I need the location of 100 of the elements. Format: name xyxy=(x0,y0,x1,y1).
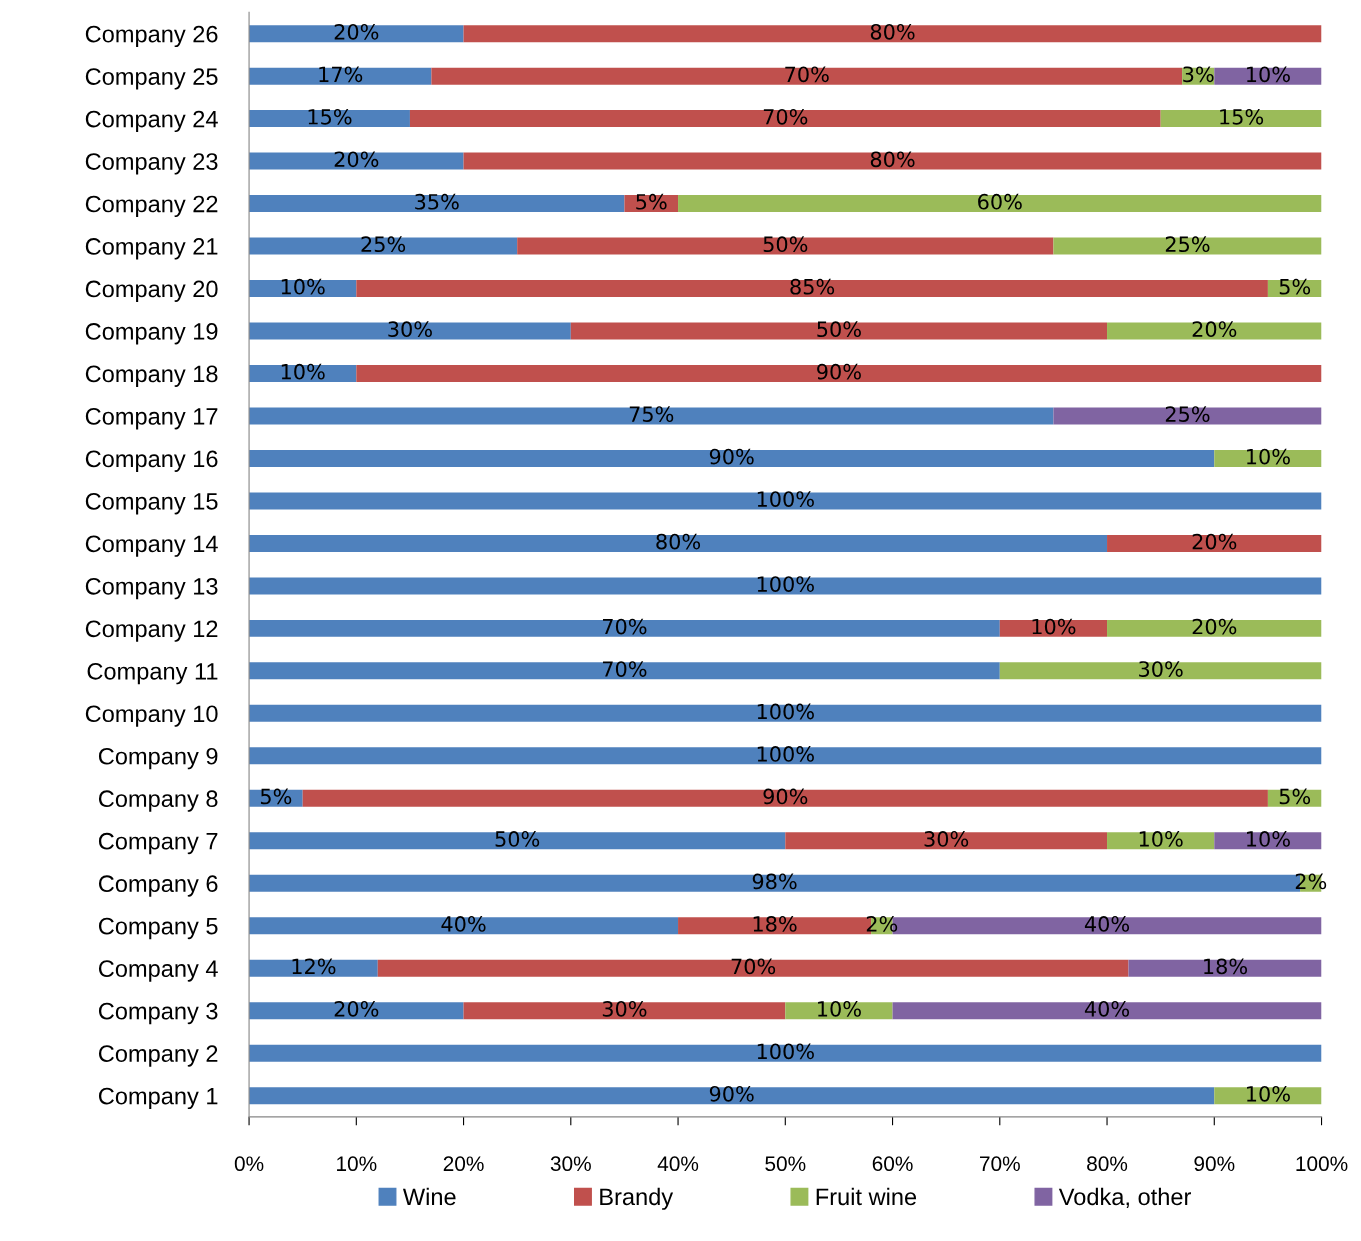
y-tick-label: Company 21 xyxy=(85,238,218,260)
data-label: 90% xyxy=(709,448,754,465)
data-label: 90% xyxy=(709,1085,754,1102)
y-tick-label: Company 23 xyxy=(85,153,218,175)
data-label: 10% xyxy=(818,1000,861,1017)
x-tick-label: 30% xyxy=(550,1156,591,1172)
bar xyxy=(1107,322,1322,340)
y-tick-label: Company 8 xyxy=(98,790,218,812)
data-label: 18% xyxy=(753,916,797,932)
bar xyxy=(249,534,1108,552)
bar xyxy=(356,280,1268,298)
y-tick-label: Company 19 xyxy=(85,323,218,345)
bar xyxy=(249,449,1215,467)
bar xyxy=(1128,959,1322,977)
y-tick-label: Company 9 xyxy=(98,747,218,770)
data-label: 30% xyxy=(602,1000,647,1017)
bar xyxy=(302,789,1268,807)
bar xyxy=(892,1002,1322,1020)
bar xyxy=(377,959,1129,977)
y-tick-label: Company 25 xyxy=(85,68,218,90)
y-tick-label: Company 11 xyxy=(87,662,218,685)
data-label: 20% xyxy=(1192,533,1237,550)
data-label: 10% xyxy=(1247,831,1290,847)
bar xyxy=(249,1002,464,1020)
bar xyxy=(431,67,1183,85)
legend-label: Brandy xyxy=(600,1187,674,1210)
bar xyxy=(249,662,1000,680)
legend-label: Wine xyxy=(402,1187,456,1206)
bar xyxy=(463,152,1322,170)
y-tick-label: Company 17 xyxy=(85,408,218,430)
y-tick-label: Company 4 xyxy=(98,960,218,982)
y-tick-label: Company 18 xyxy=(85,365,218,387)
bar xyxy=(249,322,571,340)
y-tick-label: Company 3 xyxy=(98,1002,218,1025)
x-tick-label: 0% xyxy=(234,1156,264,1172)
bar xyxy=(1160,110,1322,128)
bar xyxy=(999,662,1322,680)
bar xyxy=(570,322,1108,340)
y-tick-label: Company 7 xyxy=(98,832,218,855)
data-label: 10% xyxy=(281,363,325,380)
data-label: 40% xyxy=(1084,1000,1130,1017)
data-label: 30% xyxy=(388,321,432,338)
legend-label: Vodka, other xyxy=(1058,1187,1191,1208)
bar xyxy=(249,704,1322,722)
y-tick-label: Company 13 xyxy=(85,577,218,600)
data-label: 80% xyxy=(870,151,915,168)
bar xyxy=(785,1002,893,1020)
y-tick-label: Company 15 xyxy=(85,493,218,515)
bar xyxy=(463,25,1322,43)
data-label: 90% xyxy=(763,788,808,805)
data-label: 75% xyxy=(629,406,674,423)
bar xyxy=(249,917,679,935)
data-label: 18% xyxy=(1204,958,1248,975)
bar xyxy=(249,195,625,213)
x-tick-label: 90% xyxy=(1194,1156,1235,1172)
y-tick-label: Company 24 xyxy=(85,110,218,133)
bar xyxy=(249,110,410,128)
bar xyxy=(249,619,1000,637)
data-label: 20% xyxy=(1192,618,1237,635)
data-label: 5% xyxy=(1279,788,1311,805)
bar xyxy=(1053,407,1322,425)
data-label: 30% xyxy=(1139,661,1183,677)
bar xyxy=(249,67,432,85)
data-label: 70% xyxy=(731,958,776,975)
y-tick-label: Company 12 xyxy=(85,620,218,642)
data-label: 12% xyxy=(292,958,336,975)
bar xyxy=(249,237,518,255)
data-label: 5% xyxy=(260,788,292,805)
bar xyxy=(1107,619,1322,637)
x-tick-label: 70% xyxy=(980,1156,1020,1172)
bar xyxy=(249,1087,1215,1105)
bar xyxy=(678,195,1322,213)
data-label: 70% xyxy=(602,618,647,635)
data-label: 15% xyxy=(308,108,352,125)
data-label: 25% xyxy=(1165,236,1210,253)
data-label: 100% xyxy=(757,576,814,592)
data-label: 70% xyxy=(763,108,808,125)
data-label: 80% xyxy=(870,23,915,40)
bar xyxy=(249,1044,1322,1062)
bar xyxy=(1214,1087,1322,1105)
data-label: 100% xyxy=(757,1043,814,1060)
bar xyxy=(249,832,786,850)
y-tick-label: Company 14 xyxy=(85,535,218,557)
x-tick-label: 100% xyxy=(1296,1156,1348,1172)
data-label: 10% xyxy=(281,278,325,295)
data-label: 100% xyxy=(757,703,814,720)
y-tick-label: Company 5 xyxy=(98,917,218,940)
data-label: 10% xyxy=(1139,831,1183,847)
bar xyxy=(356,365,1322,382)
bar xyxy=(1214,449,1322,467)
data-label: 10% xyxy=(1247,448,1290,465)
y-tick-label: Company 1 xyxy=(98,1087,218,1110)
bar xyxy=(249,407,1054,425)
x-tick-label: 40% xyxy=(657,1156,699,1172)
bar xyxy=(463,1002,786,1020)
bar xyxy=(249,152,464,170)
data-label: 40% xyxy=(1084,916,1130,932)
data-label: 50% xyxy=(817,321,861,338)
bar xyxy=(1107,534,1322,552)
y-tick-label: Company 22 xyxy=(85,195,218,218)
